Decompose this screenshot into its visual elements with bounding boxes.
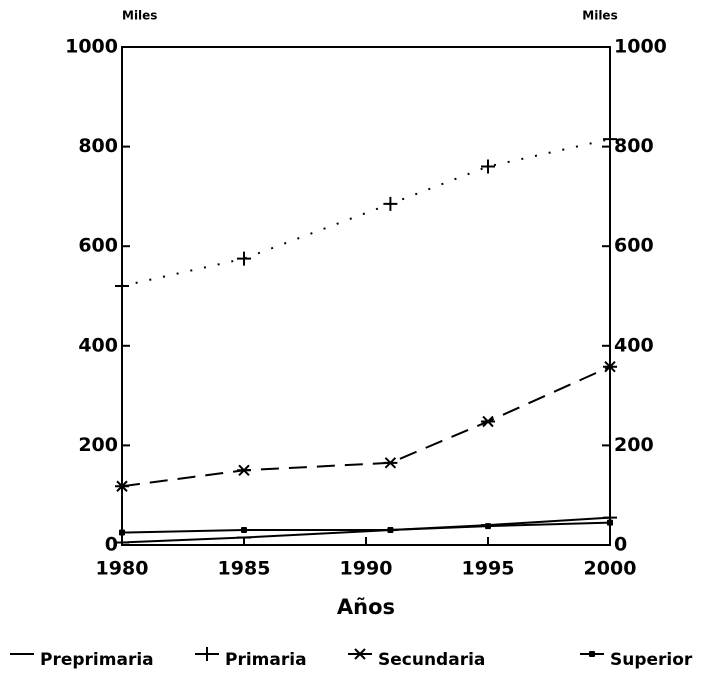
legend-marker — [353, 648, 367, 660]
legend-marker — [200, 647, 214, 661]
series-line — [121, 365, 611, 488]
x-tick-label: 2000 — [584, 558, 637, 580]
y-tick-label: 400 — [78, 334, 118, 356]
y-axis-label: Miles — [122, 9, 157, 23]
point-marker — [115, 480, 129, 492]
legend-label: Superior — [610, 650, 693, 670]
point-marker — [383, 457, 398, 469]
point-marker — [237, 464, 251, 477]
y2-tick-label: 600 — [614, 235, 654, 257]
legend-label: Primaria — [225, 650, 307, 670]
y-tick-label: 0 — [105, 534, 118, 556]
y2-tick-label: 0 — [614, 534, 627, 556]
y2-tick-label: 200 — [614, 434, 654, 456]
point-marker — [485, 523, 491, 530]
y2-tick-label: 400 — [614, 334, 654, 356]
x-axis-title: Años — [337, 595, 395, 619]
y2-tick-label: 800 — [614, 135, 654, 157]
point-marker — [481, 415, 495, 428]
y-tick-label: 1000 — [65, 36, 118, 58]
y2-tick-label: 1000 — [614, 36, 667, 58]
y2-axis-label: Miles — [582, 9, 617, 23]
plot-frame — [121, 46, 611, 546]
series-line — [121, 521, 611, 534]
point-marker — [115, 279, 129, 294]
x-tick-label: 1980 — [96, 558, 149, 580]
legend-label: Secundaria — [378, 650, 485, 670]
legend-marker — [589, 651, 595, 657]
point-marker — [119, 529, 125, 536]
point-marker — [387, 527, 394, 534]
point-marker — [241, 527, 247, 534]
point-marker — [237, 251, 251, 266]
x-tick-label: 1990 — [340, 558, 393, 580]
y-tick-label: 600 — [78, 235, 118, 257]
point-marker — [603, 361, 617, 373]
point-marker — [607, 519, 613, 526]
x-tick-label: 1995 — [462, 558, 515, 580]
point-marker — [481, 159, 495, 174]
x-tick-label: 1985 — [218, 558, 271, 580]
point-marker — [383, 196, 398, 211]
y-tick-label: 200 — [78, 434, 118, 456]
y-tick-label: 800 — [78, 135, 118, 157]
series-line — [121, 138, 611, 288]
point-marker — [603, 132, 617, 147]
legend-label: Preprimaria — [40, 650, 154, 670]
